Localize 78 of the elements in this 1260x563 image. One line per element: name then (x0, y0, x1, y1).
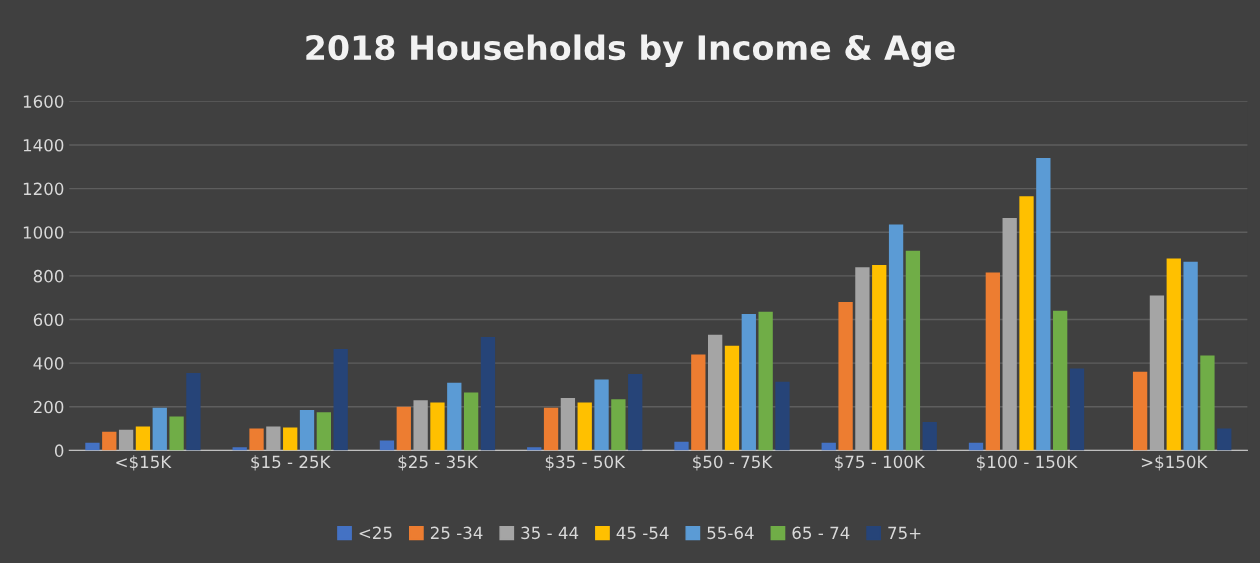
legend-label: <25 (359, 526, 392, 540)
y-tick-label: 1400 (23, 138, 64, 152)
bar (447, 382, 462, 451)
y-tick-label: 200 (33, 400, 64, 414)
bar (724, 345, 740, 451)
x-tick-label: $25 - 35K (398, 455, 479, 471)
bar (1053, 310, 1068, 451)
bar (1036, 158, 1051, 451)
y-tick-label: 800 (33, 269, 64, 283)
bar (430, 402, 445, 451)
legend-label: 35 - 44 (521, 526, 579, 540)
bar (413, 400, 428, 451)
bar (316, 412, 332, 451)
bar (594, 379, 609, 451)
bar (691, 354, 706, 451)
bar (1069, 368, 1085, 451)
y-tick-label: 600 (33, 313, 64, 327)
bar (333, 348, 348, 451)
bar (905, 250, 921, 451)
x-tick-label: $100 - 150K (977, 455, 1078, 471)
x-tick-label: <$15K (116, 455, 172, 471)
bar (1217, 428, 1232, 451)
bar (577, 402, 592, 451)
bar (628, 374, 643, 451)
bar (872, 264, 887, 451)
y-tick-label: 400 (33, 357, 64, 370)
bar (1002, 218, 1017, 451)
legend-label: 65 - 74 (792, 526, 850, 540)
bar (463, 392, 479, 451)
bar (708, 334, 723, 451)
bar (266, 426, 281, 451)
bar (379, 440, 395, 451)
bar (186, 372, 201, 451)
x-tick-label: $50 - 75K (693, 455, 773, 471)
bar (1183, 261, 1198, 451)
bar (169, 416, 184, 451)
bar (118, 429, 134, 451)
bar (1149, 295, 1165, 451)
legend-label: 45 -54 (616, 526, 669, 540)
bar (135, 426, 151, 451)
bar (1166, 258, 1181, 451)
legend-label: 25 -34 (430, 526, 483, 540)
y-tick-label: 0 (54, 444, 64, 457)
bar (480, 336, 496, 451)
bar (102, 431, 117, 451)
legend-label: 75+ (888, 526, 921, 540)
bar (299, 410, 315, 451)
bar (741, 314, 756, 451)
bar (611, 399, 626, 451)
bar (85, 442, 100, 451)
bar (396, 406, 411, 451)
bar (249, 428, 264, 451)
bar (985, 272, 1000, 451)
bar (1019, 196, 1034, 451)
bar (152, 407, 167, 451)
bar (560, 398, 576, 451)
bar (775, 381, 790, 451)
x-tick-label: $15 - 25K (251, 455, 331, 471)
legend-label: 55-64 (707, 526, 754, 540)
bar (543, 407, 559, 451)
bar (855, 267, 870, 451)
bar (888, 224, 904, 451)
bar (968, 442, 984, 451)
bar (674, 441, 689, 451)
x-tick-label: $35 - 50K (545, 455, 626, 471)
bar (1132, 371, 1148, 451)
chart-title: 2018 Households by Income & Age (306, 34, 955, 67)
x-tick-label: >$150K (1141, 455, 1208, 471)
bar (758, 311, 773, 451)
bar (821, 442, 836, 451)
bar (1200, 355, 1215, 451)
y-tick-label: 1200 (23, 182, 64, 196)
bar (838, 302, 853, 451)
bar (922, 422, 937, 451)
y-tick-label: 1000 (23, 226, 64, 239)
y-tick-label: 1600 (23, 95, 64, 108)
bar (283, 427, 298, 451)
x-tick-label: $75 - 100K (835, 455, 926, 471)
